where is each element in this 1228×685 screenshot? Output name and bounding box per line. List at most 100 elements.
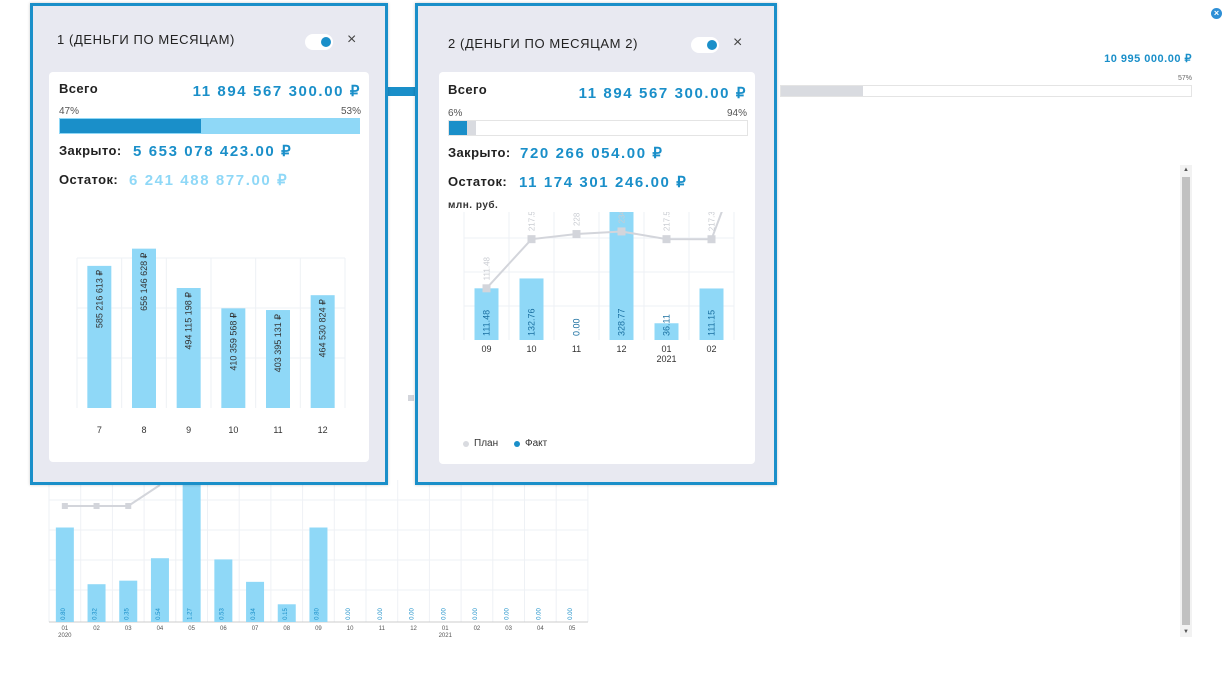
plan-point[interactable] [527,235,536,244]
monthly-bar-chart: 585 216 613 ₽ 7 656 146 628 ₽ 8 494 115 198 … [76,248,346,435]
plan-point[interactable] [707,235,716,244]
plan-point[interactable] [662,235,671,244]
scrollbar-thumb[interactable] [1182,177,1190,625]
x-tick-label: 10 [228,425,238,435]
plan-value-label: 217.36 [708,212,717,231]
background-x-tick-label: 08 [283,626,290,632]
background-plan-point [408,395,414,401]
x-tick-label: 7 [97,425,102,435]
fact-bar[interactable] [654,323,679,340]
bar[interactable] [87,265,112,408]
background-x-tick-label: 04 [537,626,544,632]
close-circle-icon[interactable]: × [1211,8,1222,19]
panel-title: 2 (ДЕНЬГИ ПО МЕСЯЦАМ 2) [448,36,638,51]
plan-value-label: 217.52 [663,212,672,231]
scroll-down-arrow-icon[interactable]: ▼ [1183,629,1189,635]
toggle-knob [707,40,717,50]
background-bar-value-label: 0.00 [568,608,574,620]
x-tick-label: 02 [706,344,716,354]
x-tick-label: 01 [661,344,671,354]
background-year-label: 2020 [58,633,72,639]
close-icon[interactable]: × [347,31,357,48]
background-bar-value-label: 0.00 [473,608,479,620]
background-bar [309,527,328,622]
plan-point[interactable] [617,227,626,236]
bar-value-label: 410 359 568 ₽ [228,312,238,371]
close-icon[interactable]: × [733,34,743,51]
x-tick-label: 12 [616,344,626,354]
fact-bar[interactable] [519,278,544,340]
vertical-scrollbar[interactable]: ▲ ▼ [1180,165,1192,637]
fact-value-label: 0.00 [572,318,582,336]
background-x-tick-label: 05 [569,626,576,632]
fact-value-label: 111.48 [482,310,492,336]
background-bar [150,558,169,622]
background-x-tick-label: 11 [379,626,386,632]
x-tick-label: 12 [318,425,328,435]
background-bar-value-label: 1.27 [188,608,194,620]
plan-value-label: 234.11 [618,212,627,223]
background-x-tick-label: 07 [252,626,259,632]
background-progress-fill [781,86,863,96]
bar-value-label: 494 115 198 ₽ [184,292,194,350]
fact-legend-dot-icon [514,440,520,447]
plan-value-label: 228.52 [573,212,582,226]
background-bar-value-label: 0.34 [251,608,257,620]
background-bar [214,559,233,622]
panel-toggle-switch[interactable] [305,34,333,50]
background-progress-bar [780,85,1192,97]
background-bar-value-label: 0.00 [410,608,416,620]
widget-panel-1: 1 (ДЕНЬГИ ПО МЕСЯЦАМ) × Всего 11 894 567… [30,3,388,485]
plan-value-label: 111.48 [483,256,492,280]
fact-value-label: 36.11 [662,314,672,336]
x-tick-label: 9 [186,425,191,435]
fact-bar[interactable] [699,288,724,340]
legend-fact[interactable]: Факт [514,438,547,449]
legend-fact-label: Факт [525,438,548,449]
background-bar [277,604,296,622]
total-value: 11 894 567 300.00 ₽ [578,85,747,102]
plan-point[interactable] [482,284,491,293]
fact-bar[interactable] [474,288,499,340]
plan-fact-chart: 111.48 09 132.76 10 0.00 11 328.77 12 36.11 01 111… [463,212,735,364]
plan-legend-dot-icon [463,440,469,447]
background-bar-value-label: 0.35 [124,608,130,620]
legend-plan[interactable]: План [463,438,498,449]
bar[interactable] [132,248,156,408]
x-tick-label: 09 [481,344,491,354]
background-progress-percent: 57% [1177,75,1192,82]
remaining-percent: 94% [726,108,747,119]
background-x-tick-label: 04 [157,626,164,632]
background-x-tick-label: 01 [442,626,449,632]
remaining-value: 6 241 488 877.00 ₽ [129,172,289,189]
background-x-tick-label: 06 [220,626,227,632]
bar[interactable] [221,308,246,408]
background-bar-value-label: 0.00 [346,608,352,620]
bar[interactable] [176,288,201,408]
plan-point[interactable] [572,230,581,239]
bar[interactable] [266,310,290,408]
panel-title: 1 (ДЕНЬГИ ПО МЕСЯЦАМ) [57,32,235,47]
x-tick-label: 10 [526,344,536,354]
bar[interactable] [310,295,335,408]
background-bar [55,527,74,622]
background-bar-value-label: 0.53 [219,608,225,620]
background-bar-value-label: 0.32 [93,608,99,620]
background-x-tick-label: 12 [410,626,417,632]
fact-value-label: 111.15 [707,310,717,336]
background-x-tick-label: 10 [347,626,354,632]
background-bar [246,581,265,622]
background-x-tick-label: 09 [315,626,322,632]
fact-value-label: 132.76 [527,308,537,336]
background-x-tick-label: 02 [93,626,100,632]
background-bar-value-label: 0.00 [441,608,447,620]
background-plan-point [125,503,132,509]
background-plan-line [64,484,161,507]
panel-toggle-switch[interactable] [691,37,719,53]
remaining-percent: 53% [340,106,361,117]
total-label: Всего [448,82,488,97]
x-tick-label: 11 [273,425,282,435]
scroll-up-arrow-icon[interactable]: ▲ [1183,167,1189,173]
panel-card: Всего 11 894 567 300.00 ₽ 6% 94% Закрыто… [439,72,755,464]
